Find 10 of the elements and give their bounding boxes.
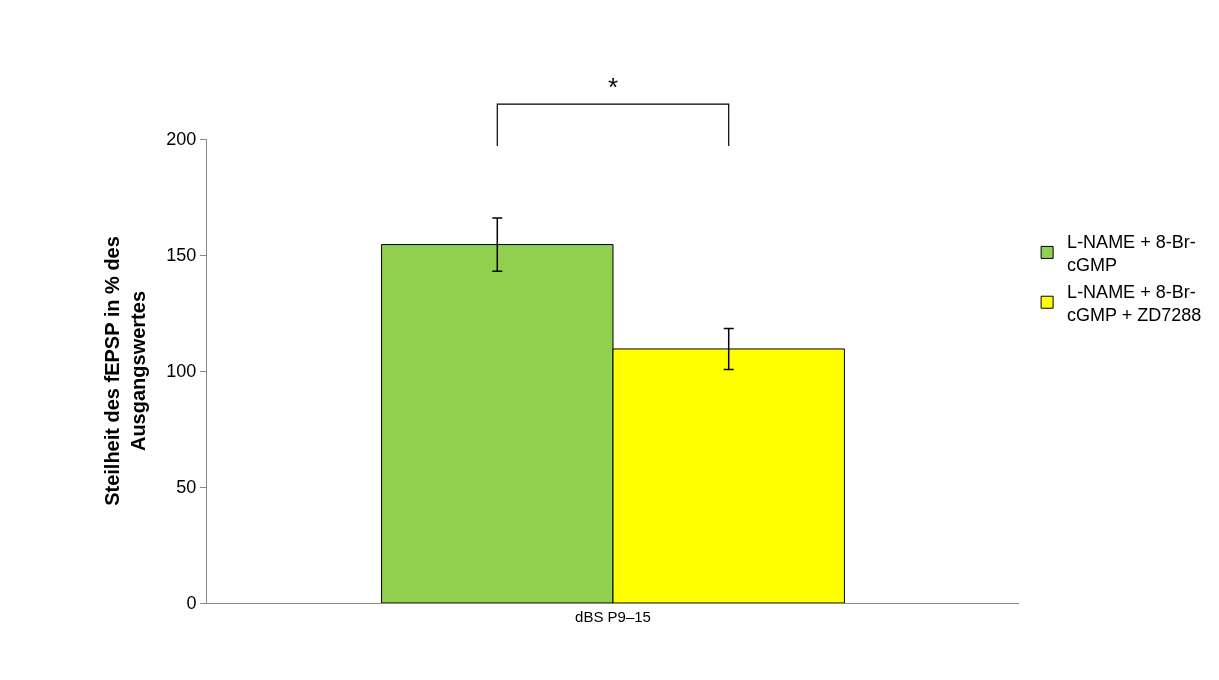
y-tick-label: 200 xyxy=(166,129,197,150)
x-tick-label: dBS P9–15 xyxy=(575,608,651,625)
y-axis-title: Steilheit des fEPSP in % des Ausgangswertes xyxy=(100,236,149,506)
legend-label: L-NAME + 8-Br-cGMP xyxy=(1067,231,1196,276)
y-tick-label: 150 xyxy=(166,245,197,266)
y-tick-label: 100 xyxy=(166,361,197,382)
legend-label: L-NAME + 8-Br-cGMP + ZD7288 xyxy=(1067,281,1202,325)
y-tick-label: 0 xyxy=(186,593,197,614)
y-tick-label: 50 xyxy=(176,477,197,498)
text: * xyxy=(608,72,619,102)
